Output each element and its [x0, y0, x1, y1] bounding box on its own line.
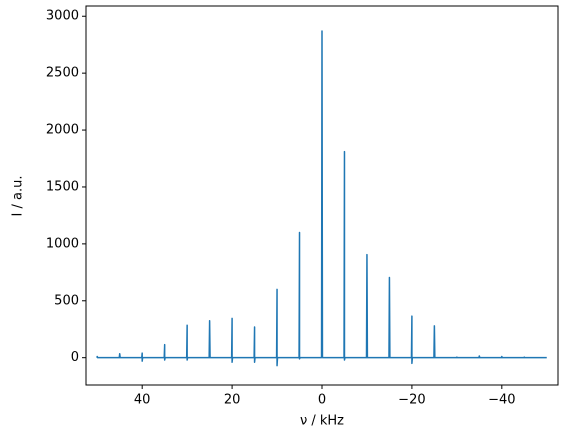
data-line	[96, 30, 547, 367]
x-tick-label: −40	[488, 393, 515, 408]
y-tick-label: 1000	[46, 236, 79, 251]
y-tick-label: 1500	[46, 179, 79, 194]
y-tick-label: 0	[71, 350, 79, 365]
y-axis-label: I / a.u.	[11, 176, 26, 217]
x-tick-label: 40	[134, 393, 151, 408]
x-tick-label: 0	[318, 393, 326, 408]
y-tick-label: 3000	[46, 9, 79, 24]
y-tick-label: 2000	[46, 123, 79, 138]
x-axis-label: ν / kHz	[300, 414, 344, 429]
axes-frame	[85, 5, 559, 386]
x-tick-label: 20	[224, 393, 241, 408]
y-tick-label: 500	[54, 293, 79, 308]
y-tick-label: 2500	[46, 66, 79, 81]
x-tick-label: −20	[398, 393, 425, 408]
